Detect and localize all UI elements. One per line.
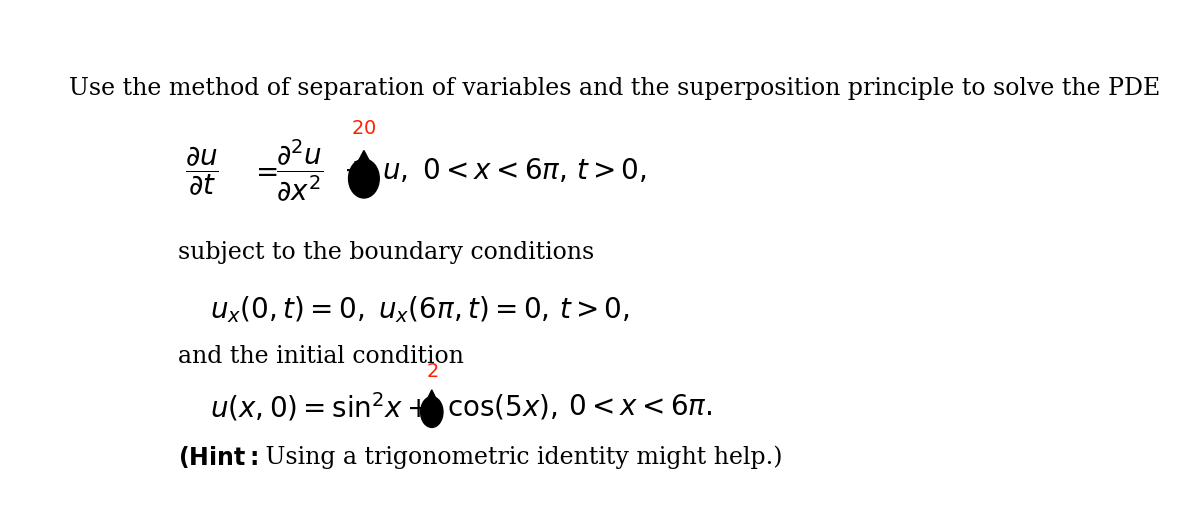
Text: $0 < x < 6\pi,$: $0 < x < 6\pi,$ bbox=[422, 157, 568, 185]
Ellipse shape bbox=[421, 397, 443, 427]
Text: $20$: $20$ bbox=[352, 120, 377, 138]
Text: $t > 0,$: $t > 0,$ bbox=[559, 296, 630, 323]
Polygon shape bbox=[355, 151, 372, 166]
Text: Use the method of separation of variables and the superposition principle to sol: Use the method of separation of variable… bbox=[70, 77, 1160, 100]
Text: $\cos(5x),$: $\cos(5x),$ bbox=[446, 393, 557, 422]
Polygon shape bbox=[426, 390, 438, 402]
Text: $t > 0,$: $t > 0,$ bbox=[576, 157, 647, 185]
Text: and the initial condition: and the initial condition bbox=[178, 345, 463, 368]
Text: $0 < x < 6\pi.$: $0 < x < 6\pi.$ bbox=[569, 394, 713, 421]
Text: Using a trigonometric identity might help.): Using a trigonometric identity might hel… bbox=[258, 445, 782, 469]
Text: $+$: $+$ bbox=[343, 157, 366, 185]
Text: $u_x(6\pi,t) = 0,$: $u_x(6\pi,t) = 0,$ bbox=[378, 294, 548, 325]
Text: $=$: $=$ bbox=[251, 157, 278, 185]
Ellipse shape bbox=[348, 159, 379, 198]
Text: $u,$: $u,$ bbox=[382, 157, 407, 185]
Text: subject to the boundary conditions: subject to the boundary conditions bbox=[178, 241, 594, 264]
Text: $\dfrac{\partial^2 u}{\partial x^2}$: $\dfrac{\partial^2 u}{\partial x^2}$ bbox=[276, 138, 323, 204]
Text: $u_x(0,t) = 0,$: $u_x(0,t) = 0,$ bbox=[210, 294, 365, 325]
Text: $\mathbf{(Hint:}$: $\mathbf{(Hint:}$ bbox=[178, 444, 258, 470]
Text: $u(x,0) = \sin^2\!x +$: $u(x,0) = \sin^2\!x +$ bbox=[210, 390, 430, 423]
Text: $\dfrac{\partial u}{\partial t}$: $\dfrac{\partial u}{\partial t}$ bbox=[185, 145, 220, 198]
Text: $2$: $2$ bbox=[426, 363, 438, 381]
